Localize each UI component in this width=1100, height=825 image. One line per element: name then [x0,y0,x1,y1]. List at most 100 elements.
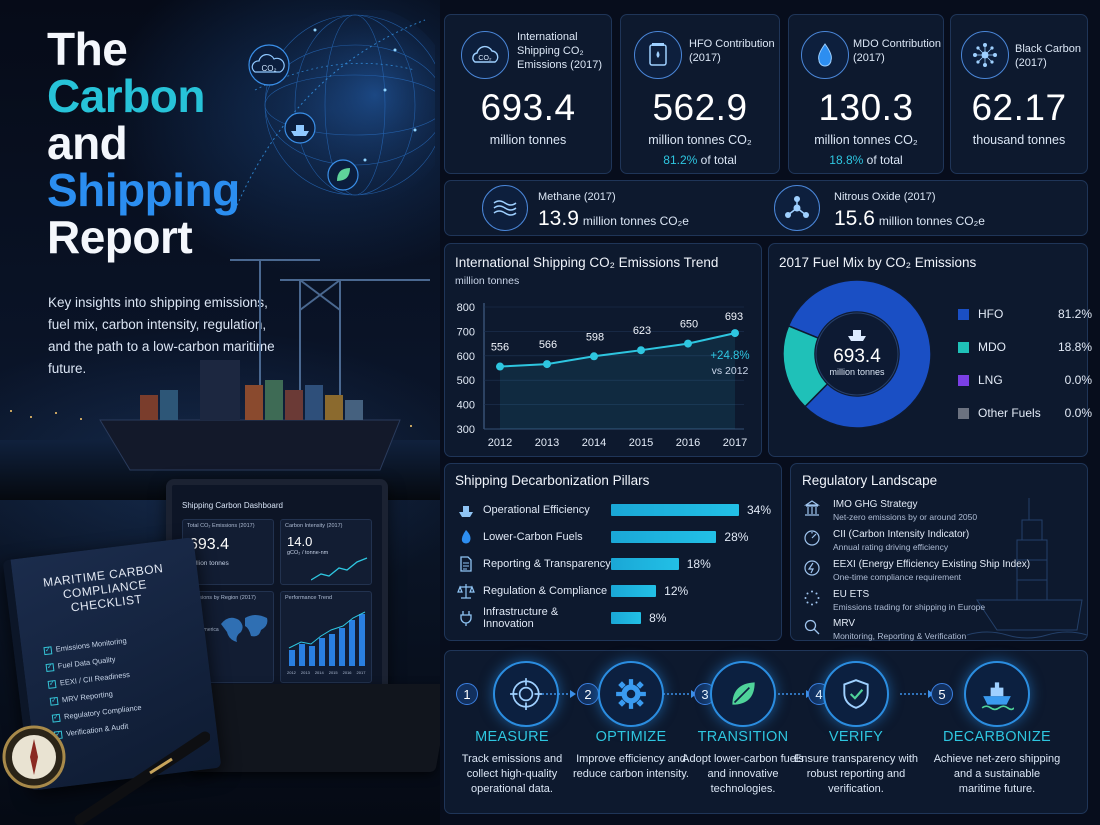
scales-icon [457,584,475,599]
compass-and-pen-illustration [2,725,210,825]
keyboard [190,684,440,772]
stat-unit-black-carbon: thousand tonnes [972,133,1066,147]
step-title: TRANSITION [697,729,789,745]
dashboard-intensity-sparkline [311,557,368,581]
legend-value: 81.2% [1057,307,1092,321]
data-label: 556 [491,342,509,354]
pillar-bar [611,531,717,543]
checklist-item: ✓ EEXI / CII Readiness [47,669,137,689]
regulation-name: IMO GHG Strategy [833,499,918,510]
pillar-label: Operational Efficiency [483,504,590,516]
step-icon-circle [710,661,776,727]
x-tick-label: 2015 [629,437,653,449]
step-title: DECARBONIZE [942,729,1052,745]
pillar-bar [611,585,657,597]
pillar-row: Infrastructure & Innovation 8% [457,606,667,630]
stat-label-mdo: MDO Contribution (2017) [853,38,942,64]
step-title: OPTIMIZE [595,729,667,745]
checkbox-icon: ✓ [49,696,59,706]
gas-label-methane: Methane (2017) [538,191,616,203]
title-line-carbon: Carbon [47,70,205,122]
title-line-and: and [47,117,128,169]
checklist-item: ✓ MRV Reporting [49,686,140,706]
gas-unit-nitrous-oxide: million tonnes CO₂e [878,214,985,228]
stat-unit-hfo: million tonnes CO₂ [648,133,752,147]
regulatory-panel [790,463,1088,641]
ship-silhouette-illustration [967,498,1087,639]
ship-icon [284,112,316,144]
step-arrow-icon [663,690,697,698]
ship-icon [981,682,1014,711]
step-icon-circle [964,661,1030,727]
checklist-title: MARITIME CARBON COMPLIANCE CHECKLIST [42,561,164,615]
globe-network-illustration: CO₂ [234,10,435,211]
share-suffix-mdo: of total [866,153,903,167]
step-description: Achieve net-zero shipping and a sustaina… [933,753,1061,795]
trend-year-2012: 2012 [287,670,296,675]
checklist-item-label: Emissions Monitoring [55,636,128,654]
x-tick-label: 2017 [723,437,747,449]
step-description: Track emissions and collect high-quality… [461,753,563,795]
dashboard-trend-years: 2012 2013 2014 2015 2016 2017 [287,670,365,675]
stat-unit-mdo: million tonnes CO₂ [814,133,918,147]
checklist-item-label: EEXI / CII Readiness [59,669,131,688]
waves-icon [482,185,528,231]
regulation-name: CII (Carbon Intensity Indicator) [833,529,970,540]
emissions-trend-chart: 300 400 500 600 700 800 2012 2013 2014 2015 2016 20… [457,302,750,449]
dashboard-region-label: Emissions by Region (2017) [187,595,256,601]
stat-value-total-co2: 693.4 [480,87,576,128]
regulation-desc: One-time compliance requirement [833,572,962,582]
growth-annotation-value: +24.8% [710,350,749,362]
checkbox-icon: ✓ [43,645,53,655]
data-label: 693 [725,311,743,323]
step-arrow-icon [900,690,934,698]
stat-share-hfo: 81.2% of total [620,153,780,167]
y-tick-label: 300 [457,424,475,436]
step-description: Ensure transparency with robust reportin… [793,753,919,795]
trend-year-2016: 2016 [342,670,352,675]
stat-label-total-co2: International Shipping CO₂ Emissions (20… [517,31,602,71]
dashboard-intensity-unit: gCO₂ / tonne-nm [287,550,329,556]
y-tick-label: 500 [457,375,475,387]
data-point [590,352,598,361]
dashboard-trend-card: Performance Trend 2012 2013 2014 2015 20… [280,591,372,683]
svg-text:CO₂: CO₂ [478,55,492,62]
dashboard-trend-label: Performance Trend [285,595,333,601]
data-label: 650 [680,319,698,331]
drop-icon [801,31,849,79]
trend-year-2017: 2017 [356,670,366,675]
step-title: VERIFY [828,729,884,745]
report-subtitle: Key insights into shipping emissions, fu… [48,295,275,376]
x-tick-label: 2012 [488,437,512,449]
pillar-value: 8% [649,611,667,625]
gas-reading-methane: 13.9 million tonnes CO₂e [538,207,689,231]
legend-swatch [958,374,969,386]
step-number: 5 [931,683,953,705]
port-illustration [0,259,440,500]
building-icon [804,500,820,516]
x-tick-label: 2016 [676,437,700,449]
stat-label-hfo: HFO Contribution (2017) [689,38,775,64]
data-label: 623 [633,325,651,337]
world-map-icon [221,615,268,642]
ship-icon [848,330,866,341]
step-title: MEASURE [475,729,549,745]
regulatory-title: Regulatory Landscape [802,473,938,488]
dashboard-intensity-label: Carbon Intensity (2017) [285,523,343,529]
y-tick-label: 600 [457,351,475,363]
donut-slice-mdo [782,324,829,408]
pillar-bar [611,504,739,516]
stat-label-black-carbon: Black Carbon (2017) [1015,43,1082,69]
regulation-name: EU ETS [833,589,870,600]
trend-year-2015: 2015 [328,670,338,675]
report-title: The Carbon and Shipping Report [47,26,240,261]
legend-value: 0.0% [1064,406,1092,420]
legend-item: Other Fuels 0.0% [958,406,1092,420]
eu-stars-icon [804,590,820,606]
trend-year-2014: 2014 [314,670,324,675]
co2-cloud-icon: CO₂ [461,31,509,79]
trend-chart-title: International Shipping CO₂ Emissions Tre… [455,255,719,270]
donut-center-value: 693.4 [833,346,881,367]
step-number: 2 [577,683,599,705]
donut-slice-hfo [787,279,932,429]
